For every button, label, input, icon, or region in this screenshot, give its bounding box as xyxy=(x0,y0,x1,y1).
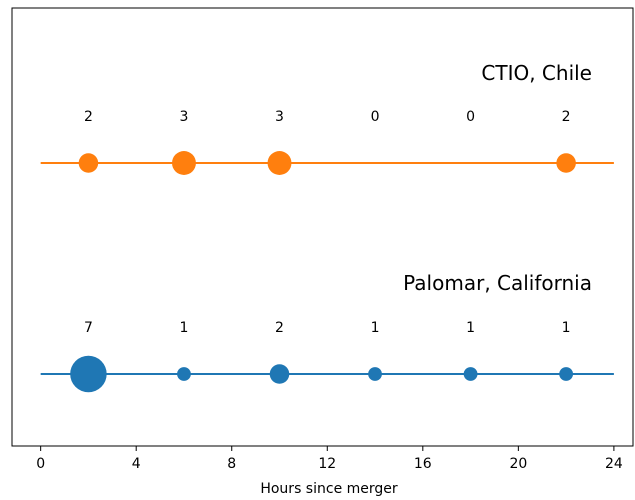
data-point xyxy=(172,151,196,175)
x-axis-title: Hours since merger xyxy=(260,481,398,497)
count-label: 7 xyxy=(84,320,93,336)
count-label: 3 xyxy=(275,109,284,125)
data-point xyxy=(559,367,574,381)
data-point xyxy=(78,153,99,173)
series-name-palomar-california: Palomar, California xyxy=(403,271,592,295)
x-tick-label: 12 xyxy=(318,456,336,472)
plot-frame xyxy=(11,7,634,447)
data-point xyxy=(463,367,478,381)
series-name-ctio-chile: CTIO, Chile xyxy=(481,61,592,85)
data-point xyxy=(556,153,576,173)
count-label: 2 xyxy=(562,109,571,125)
data-point xyxy=(368,367,382,381)
x-tick-label: 8 xyxy=(227,456,236,472)
count-label: 1 xyxy=(562,320,571,336)
x-tick-label: 4 xyxy=(132,456,141,472)
x-tick-label: 20 xyxy=(509,456,527,472)
count-label: 1 xyxy=(180,320,189,336)
data-point xyxy=(269,364,290,384)
count-label: 3 xyxy=(180,109,189,125)
count-label: 0 xyxy=(466,109,475,125)
data-point xyxy=(70,355,107,393)
count-label: 1 xyxy=(371,320,380,336)
x-tick-label: 16 xyxy=(414,456,432,472)
data-point xyxy=(177,367,191,381)
x-tick-label: 24 xyxy=(605,456,623,472)
x-tick-label: 0 xyxy=(36,456,45,472)
count-label: 1 xyxy=(466,320,475,336)
data-point xyxy=(267,151,292,175)
count-label: 2 xyxy=(84,109,93,125)
count-label: 0 xyxy=(371,109,380,125)
count-label: 2 xyxy=(275,320,284,336)
